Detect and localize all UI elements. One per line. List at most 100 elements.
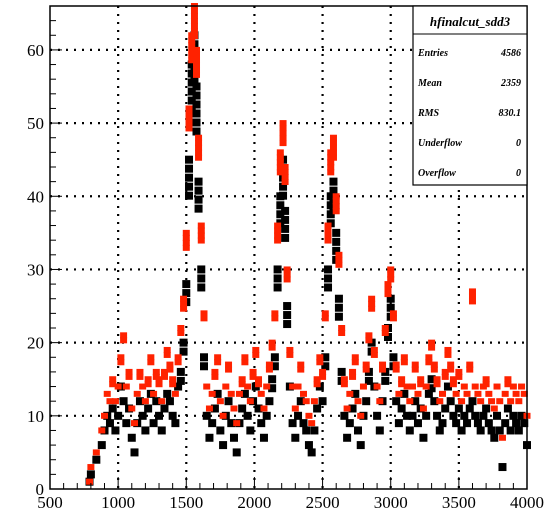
black-marker <box>389 353 398 362</box>
red-marker <box>449 381 457 388</box>
red-marker <box>433 381 441 388</box>
red-marker <box>294 383 302 390</box>
red-marker <box>283 276 291 283</box>
red-marker <box>400 359 408 366</box>
red-marker <box>447 361 455 368</box>
red-marker <box>185 115 193 122</box>
red-marker <box>103 390 111 397</box>
black-marker <box>213 389 222 398</box>
black-marker <box>283 302 292 311</box>
black-marker <box>283 311 292 320</box>
red-marker <box>490 405 498 412</box>
black-marker <box>400 389 409 398</box>
red-marker <box>171 390 179 397</box>
red-marker <box>518 383 526 390</box>
red-marker <box>455 373 463 380</box>
red-marker <box>485 390 493 397</box>
red-marker <box>368 295 376 302</box>
red-marker <box>392 361 400 368</box>
black-marker <box>229 433 238 442</box>
red-marker <box>441 368 449 375</box>
red-marker <box>430 361 438 368</box>
x-tick-label: 3000 <box>374 493 408 512</box>
red-marker <box>249 368 257 375</box>
red-marker <box>120 337 128 344</box>
red-marker <box>160 368 168 375</box>
black-marker <box>329 177 338 186</box>
stats-value: 4586 <box>500 48 521 59</box>
red-marker <box>276 154 284 161</box>
red-marker <box>332 193 340 200</box>
red-marker <box>509 383 517 390</box>
stats-box: hfinalcut_sdd3 Entries 4586 Mean 2359 RMS 830.… <box>412 5 528 186</box>
black-marker <box>405 426 414 435</box>
red-marker <box>370 351 378 358</box>
red-marker <box>252 346 260 353</box>
red-marker <box>468 288 476 295</box>
black-marker <box>194 204 203 213</box>
x-tick-label: 4000 <box>510 493 544 512</box>
black-marker <box>259 433 268 442</box>
red-marker <box>436 398 444 405</box>
red-marker <box>274 227 282 234</box>
black-marker <box>430 397 439 406</box>
red-marker <box>188 52 196 59</box>
black-marker <box>493 411 502 420</box>
red-marker <box>274 232 282 239</box>
black-marker <box>427 384 436 393</box>
black-marker <box>216 426 225 435</box>
black-marker <box>375 426 384 435</box>
red-marker <box>214 354 222 361</box>
x-tick-label: 1500 <box>169 493 203 512</box>
red-marker <box>411 361 419 368</box>
red-marker <box>471 383 479 390</box>
red-marker <box>468 293 476 300</box>
red-marker <box>195 149 203 156</box>
black-marker <box>179 338 188 347</box>
red-marker <box>332 208 340 215</box>
red-marker <box>195 144 203 151</box>
red-marker <box>222 383 230 390</box>
red-marker <box>195 139 203 146</box>
stats-label: Underflow <box>418 138 462 149</box>
red-marker <box>327 164 335 171</box>
black-marker <box>155 411 164 420</box>
black-marker <box>460 411 469 420</box>
red-marker <box>466 361 474 368</box>
red-marker <box>87 464 95 471</box>
red-marker <box>332 198 340 205</box>
black-marker <box>210 404 219 413</box>
black-marker <box>345 419 354 428</box>
black-marker <box>321 362 330 371</box>
black-marker <box>130 448 139 457</box>
red-marker <box>365 332 373 339</box>
black-marker <box>192 100 201 109</box>
red-marker <box>419 405 427 412</box>
black-marker <box>194 177 203 186</box>
black-marker <box>452 419 461 428</box>
red-marker <box>177 330 185 336</box>
red-marker <box>329 144 337 151</box>
red-marker <box>122 383 130 390</box>
red-marker <box>384 286 392 293</box>
red-marker <box>520 390 528 397</box>
red-marker <box>425 354 433 361</box>
black-marker <box>441 404 450 413</box>
red-marker <box>319 368 327 375</box>
red-marker <box>297 361 305 368</box>
red-marker <box>109 376 117 383</box>
black-marker <box>449 411 458 420</box>
red-marker <box>274 237 282 244</box>
red-marker <box>180 295 188 302</box>
red-marker <box>477 398 485 405</box>
red-marker <box>276 169 284 176</box>
red-marker <box>185 105 193 112</box>
black-marker <box>373 411 382 420</box>
red-marker <box>387 271 395 278</box>
black-marker <box>105 419 114 428</box>
black-marker <box>334 312 343 321</box>
black-marker <box>92 455 101 464</box>
red-marker <box>136 368 144 375</box>
black-marker <box>443 382 452 391</box>
red-marker <box>384 291 392 298</box>
